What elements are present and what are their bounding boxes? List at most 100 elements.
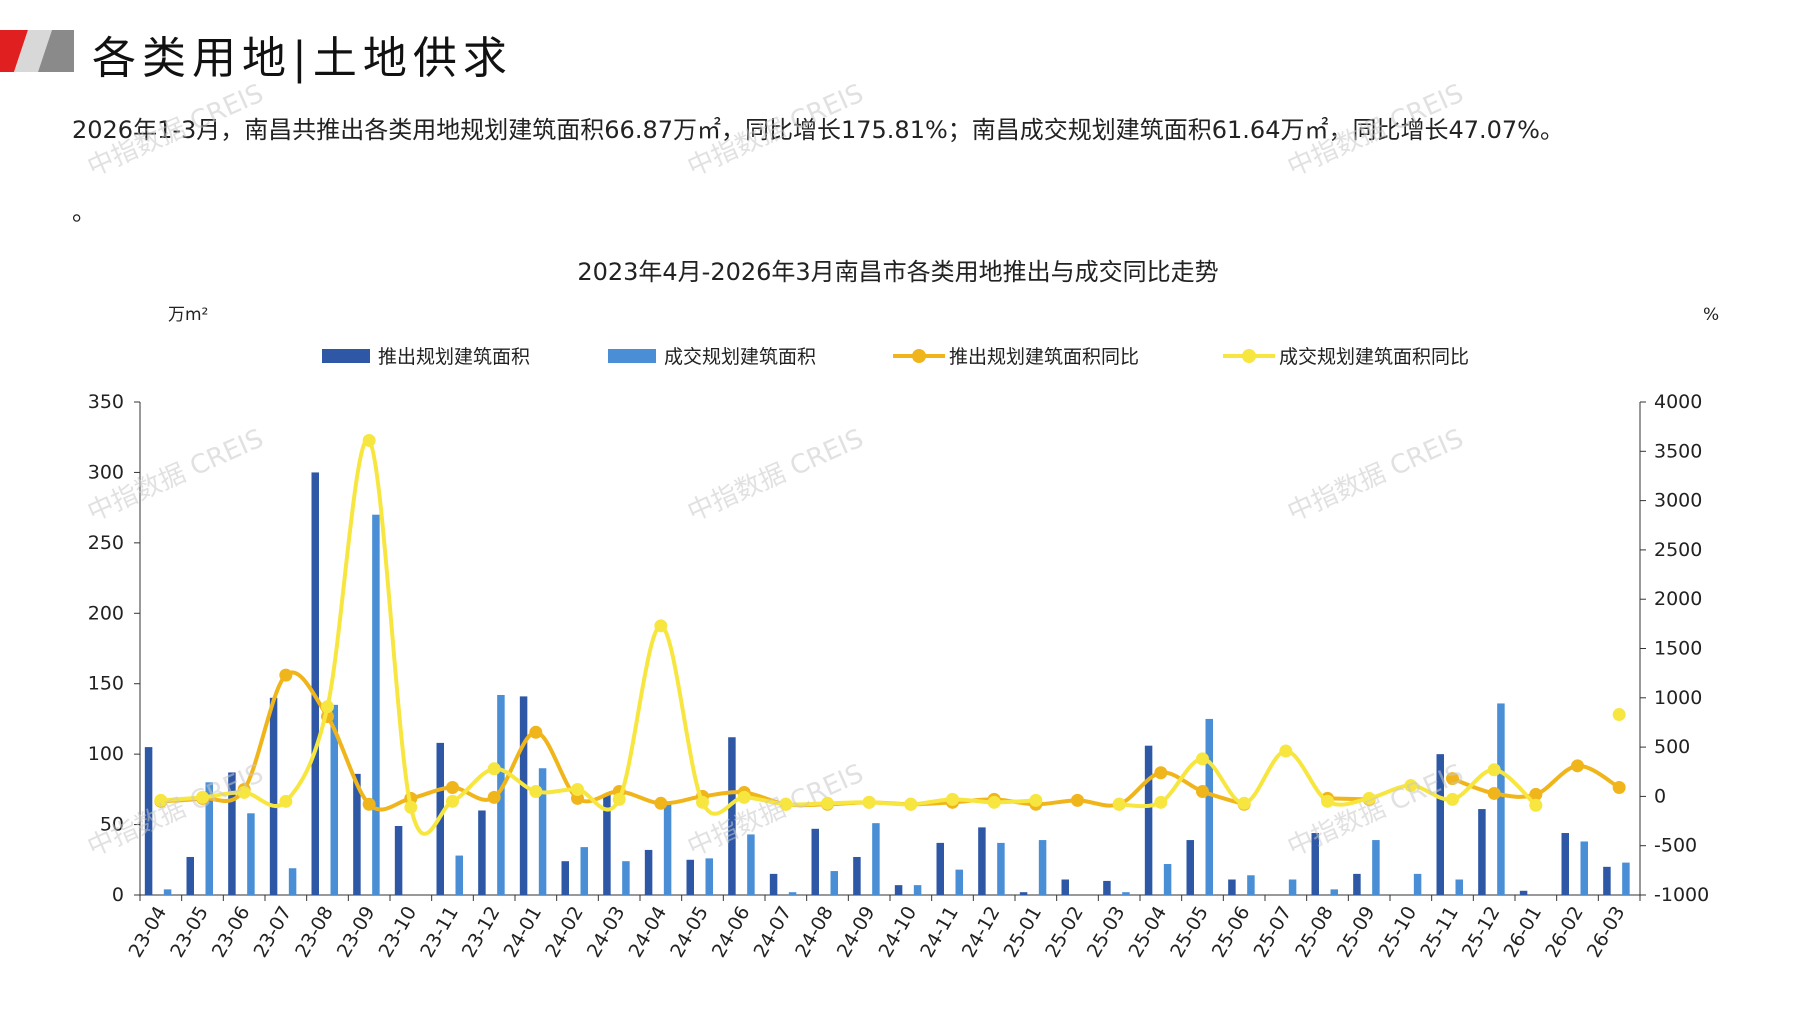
point-deal-yoy bbox=[1612, 708, 1626, 722]
y-left-tick-label: 100 bbox=[88, 743, 124, 765]
bar-supply bbox=[478, 810, 486, 895]
y-left-tick-label: 250 bbox=[88, 532, 124, 554]
x-tick-label: 24-06 bbox=[708, 903, 755, 962]
point-deal-yoy bbox=[529, 784, 543, 798]
point-deal-yoy bbox=[196, 790, 209, 804]
y-right-tick-label: 4000 bbox=[1654, 391, 1702, 413]
point-supply-yoy bbox=[279, 668, 293, 682]
bar-deal bbox=[1580, 841, 1588, 895]
x-tick-label: 23-07 bbox=[250, 903, 297, 962]
bar-supply bbox=[519, 696, 528, 895]
x-tick-label: 24-10 bbox=[875, 903, 922, 962]
bar-deal bbox=[1247, 875, 1255, 895]
bar-deal bbox=[247, 813, 255, 895]
legend-label: 推出规划建筑面积同比 bbox=[949, 346, 1139, 368]
point-deal-yoy bbox=[571, 782, 584, 796]
y-left-tick-label: 350 bbox=[88, 391, 124, 413]
y-right-tick-label: 0 bbox=[1654, 785, 1666, 807]
bar-supply bbox=[686, 859, 694, 895]
point-deal-yoy bbox=[987, 795, 1001, 809]
bar-deal bbox=[1205, 718, 1213, 895]
bar-deal bbox=[830, 871, 838, 895]
bar-deal bbox=[1038, 840, 1047, 895]
point-deal-yoy bbox=[1404, 779, 1418, 793]
bar-supply bbox=[1478, 809, 1486, 895]
bar-supply bbox=[811, 828, 819, 895]
point-deal-yoy bbox=[1237, 796, 1251, 810]
x-tick-label: 26-03 bbox=[1583, 903, 1630, 962]
x-tick-label: 23-06 bbox=[208, 903, 255, 962]
bar-deal bbox=[997, 842, 1005, 895]
x-tick-label: 24-02 bbox=[541, 903, 588, 962]
bar-supply bbox=[394, 825, 403, 895]
y-left-tick-label: 0 bbox=[112, 884, 124, 906]
bar-supply bbox=[936, 842, 944, 895]
bar-supply bbox=[1603, 866, 1611, 895]
point-deal-yoy bbox=[821, 796, 834, 810]
y-right-tick-label: 1000 bbox=[1654, 687, 1702, 709]
point-supply-yoy bbox=[362, 797, 376, 811]
point-deal-yoy bbox=[362, 433, 376, 447]
bar-deal bbox=[580, 847, 588, 895]
x-tick-label: 25-03 bbox=[1083, 903, 1130, 962]
x-tick-label: 25-06 bbox=[1208, 903, 1255, 962]
bar-deal bbox=[1372, 840, 1380, 895]
bar-supply bbox=[228, 772, 236, 895]
x-tick-label: 23-09 bbox=[333, 903, 380, 962]
x-tick-label: 23-05 bbox=[166, 903, 213, 962]
y-left-unit: 万m² bbox=[168, 305, 208, 325]
x-tick-label: 25-01 bbox=[1000, 903, 1047, 962]
bar-deal bbox=[1288, 879, 1297, 895]
bar-supply bbox=[1353, 873, 1361, 895]
bar-deal bbox=[1163, 864, 1172, 895]
point-deal-yoy bbox=[321, 700, 334, 714]
point-supply-yoy bbox=[1529, 787, 1543, 801]
x-tick-label: 23-10 bbox=[375, 903, 422, 962]
line-supply-yoy bbox=[160, 670, 1245, 812]
chart-container: 2023年4月-2026年3月南昌市各类用地推出与成交同比走势 万m² % 推出… bbox=[0, 240, 1797, 1000]
axes: 0 50 100 150 200 250 300 350 -1000 -500 0 500 1000 15… bbox=[88, 391, 1709, 906]
legend-swatch-marker bbox=[912, 349, 926, 363]
chart-title: 2023年4月-2026年3月南昌市各类用地推出与成交同比走势 bbox=[577, 258, 1218, 286]
point-deal-yoy bbox=[154, 793, 168, 807]
x-tick-label: 25-09 bbox=[1333, 903, 1380, 962]
bar-deal bbox=[288, 868, 297, 895]
point-supply-yoy bbox=[1071, 793, 1084, 807]
y-right-tick-label: 2000 bbox=[1654, 588, 1702, 610]
bar-supply bbox=[603, 794, 611, 895]
bar-supply bbox=[644, 849, 653, 895]
bar-supply bbox=[144, 747, 153, 895]
bar-supply bbox=[561, 861, 569, 895]
x-tick-label: 24-05 bbox=[666, 903, 713, 962]
point-deal-yoy bbox=[279, 794, 293, 808]
x-tick-label: 23-11 bbox=[416, 903, 463, 962]
point-deal-yoy bbox=[1321, 794, 1334, 808]
y-right-tick-label: 1500 bbox=[1654, 638, 1702, 660]
point-deal-yoy bbox=[1362, 791, 1376, 805]
bar-deal bbox=[455, 855, 463, 895]
point-supply-yoy bbox=[1571, 759, 1584, 773]
y-right-tick-label: -1000 bbox=[1654, 884, 1709, 906]
x-tick-label: 24-04 bbox=[625, 903, 672, 962]
chart-svg: 2023年4月-2026年3月南昌市各类用地推出与成交同比走势 万m² % 推出… bbox=[88, 258, 1719, 962]
point-deal-yoy bbox=[1196, 752, 1209, 766]
x-tick-label: 25-10 bbox=[1375, 903, 1422, 962]
point-deal-yoy bbox=[696, 795, 709, 809]
x-tick-label: 26-02 bbox=[1541, 903, 1588, 962]
page-title: 各类用地|土地供求 bbox=[92, 33, 513, 84]
point-supply-yoy bbox=[1196, 784, 1209, 798]
legend-swatch-marker bbox=[1242, 349, 1256, 363]
x-tick-label: 24-01 bbox=[500, 903, 547, 962]
x-tick-label: 25-11 bbox=[1416, 903, 1463, 962]
bar-supply bbox=[769, 873, 778, 895]
bar-supply bbox=[1061, 879, 1069, 895]
point-deal-yoy bbox=[612, 792, 626, 806]
bar-deal bbox=[788, 892, 797, 895]
x-tick-label: 25-02 bbox=[1041, 903, 1088, 962]
bar-supply bbox=[728, 737, 736, 895]
y-right-tick-label: 500 bbox=[1654, 736, 1690, 758]
point-deal-yoy bbox=[1529, 798, 1543, 812]
x-tick-label: 26-01 bbox=[1500, 903, 1547, 962]
x-tick-label: 23-04 bbox=[125, 903, 172, 962]
bar-deal bbox=[1122, 892, 1130, 895]
